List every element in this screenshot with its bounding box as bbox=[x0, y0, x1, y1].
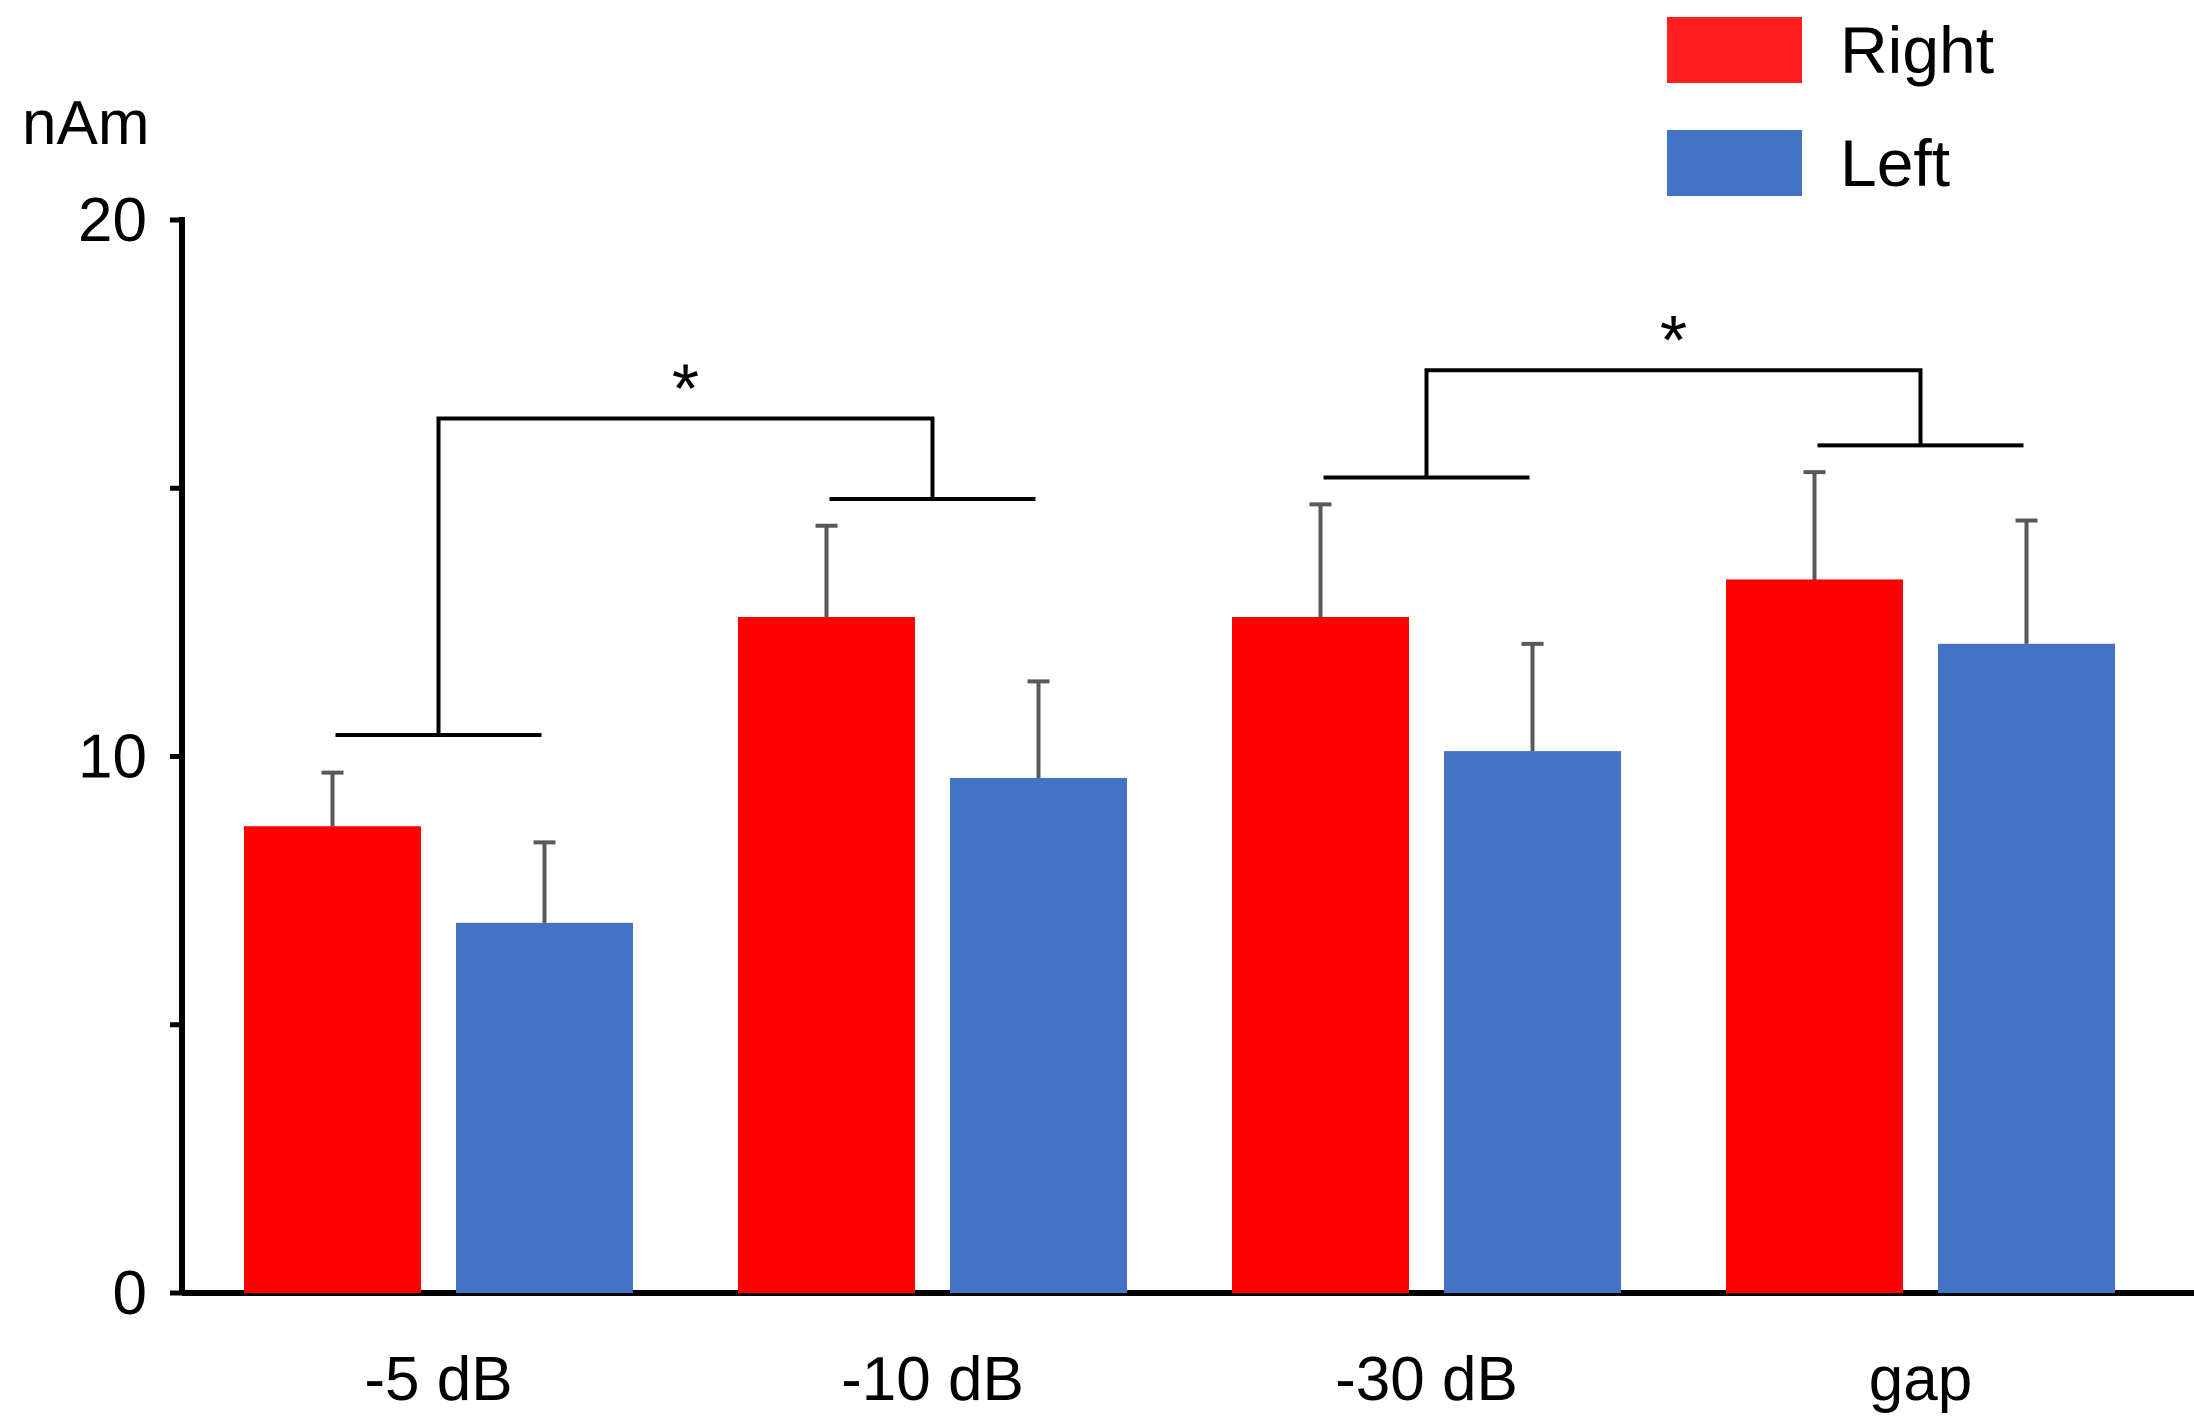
legend-label-right: Right bbox=[1840, 13, 1994, 87]
significance-marker: * bbox=[672, 350, 699, 428]
x-tick-label: -5 dB bbox=[364, 1345, 512, 1414]
y-tick-label: 10 bbox=[78, 723, 147, 792]
bar-left bbox=[1938, 643, 2115, 1293]
significance-bracket bbox=[436, 416, 935, 736]
x-tick-label: -30 dB bbox=[1335, 1345, 1518, 1414]
y-tick-label: 20 bbox=[78, 186, 147, 255]
bar-right bbox=[1726, 579, 1903, 1293]
bars bbox=[244, 470, 2115, 1293]
bar-right bbox=[1232, 617, 1409, 1293]
bar-left bbox=[950, 777, 1127, 1293]
x-tick-label: gap bbox=[1869, 1345, 1972, 1414]
legend-swatch-right bbox=[1667, 17, 1802, 83]
significance-brackets: ** bbox=[335, 301, 2024, 738]
significance-bracket bbox=[1424, 368, 1923, 478]
legend: Right Left bbox=[1667, 13, 1994, 200]
x-tick-label: -10 dB bbox=[841, 1345, 1024, 1414]
y-axis-label: nAm bbox=[22, 89, 149, 158]
bar-right bbox=[244, 826, 421, 1293]
y-tick-label: 0 bbox=[113, 1259, 147, 1328]
bar-left bbox=[1444, 751, 1621, 1293]
legend-label-left: Left bbox=[1840, 126, 1950, 200]
bar-right bbox=[738, 617, 915, 1293]
significance-marker: * bbox=[1660, 301, 1687, 379]
axes: 0 10 20 -5 dB -10 dB -30 dB gap bbox=[78, 186, 2194, 1414]
legend-swatch-left bbox=[1667, 130, 1802, 196]
bar-left bbox=[456, 922, 633, 1293]
